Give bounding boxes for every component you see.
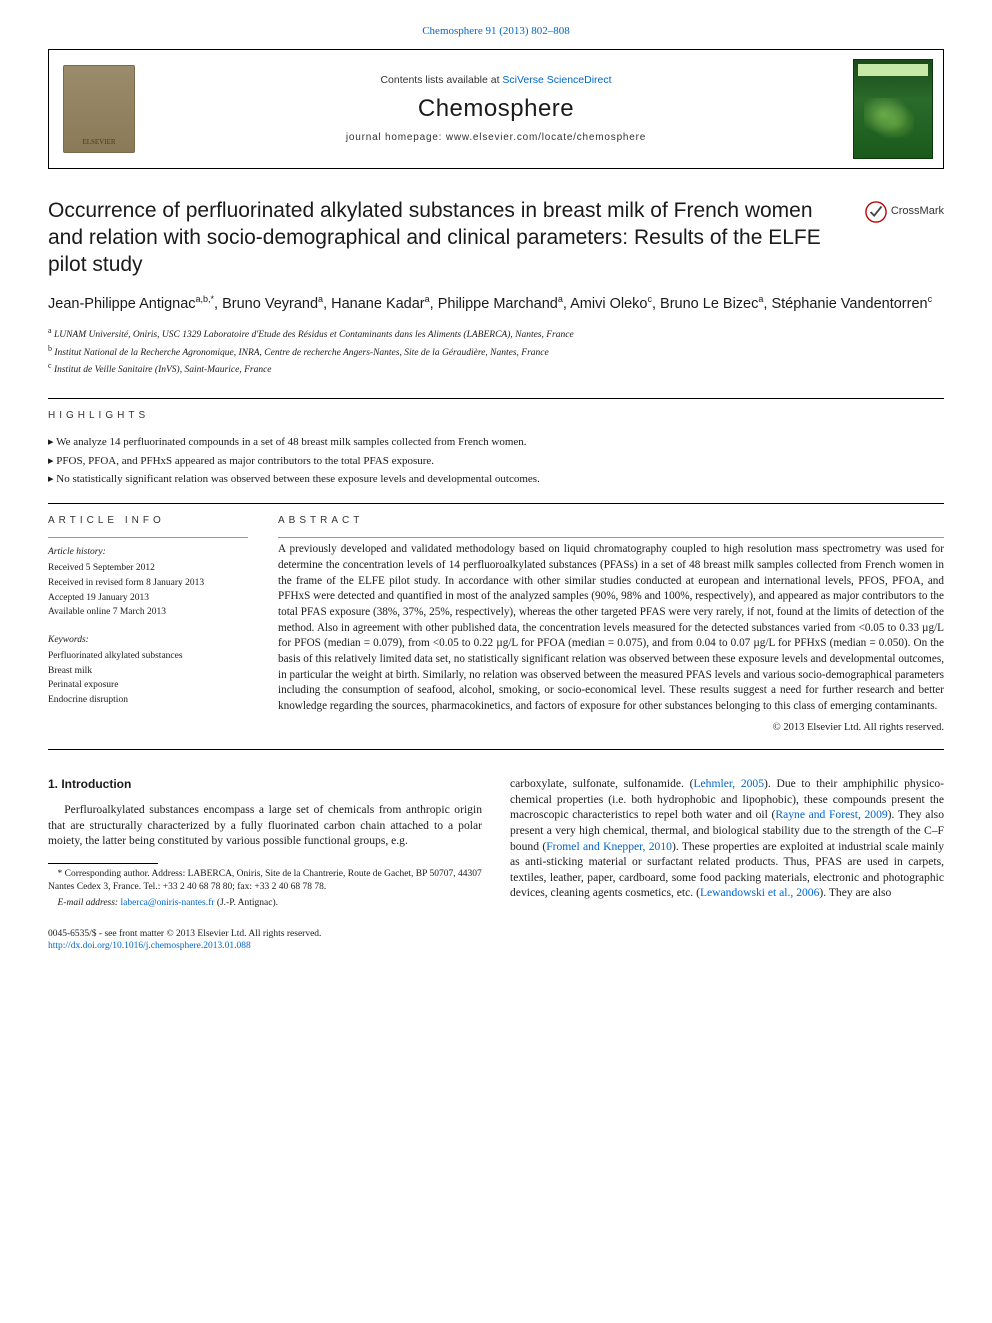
author: Philippe Marchanda	[438, 296, 563, 312]
history-item: Received 5 September 2012	[48, 561, 248, 576]
author: Stéphanie Vandentorrenc	[771, 296, 932, 312]
rule	[48, 537, 248, 538]
homepage-prefix: journal homepage:	[346, 132, 446, 143]
article-info: article info Article history: Received 5…	[48, 510, 248, 735]
keyword-item: Breast milk	[48, 664, 248, 679]
journal-homepage: journal homepage: www.elsevier.com/locat…	[149, 131, 843, 145]
masthead-center: Contents lists available at SciVerse Sci…	[149, 50, 843, 168]
email-link[interactable]: laberca@oniris-nantes.fr	[120, 898, 214, 908]
keyword-item: Endocrine disruption	[48, 693, 248, 708]
intro-paragraph-1: Perfluroalkylated substances encompass a…	[48, 802, 482, 849]
article-title: Occurrence of perfluorinated alkylated s…	[48, 197, 847, 279]
footer: 0045-6535/$ - see front matter © 2013 El…	[48, 928, 944, 954]
history-item: Available online 7 March 2013	[48, 605, 248, 620]
highlights-label: highlights	[48, 409, 944, 423]
journal-cover-thumbnail[interactable]	[853, 59, 933, 159]
journal-reference: Chemosphere 91 (2013) 802–808	[48, 24, 944, 39]
keyword-item: Perinatal exposure	[48, 678, 248, 693]
footnote-separator	[48, 863, 158, 864]
publisher-logo-cell: ELSEVIER	[49, 50, 149, 168]
crossmark-label: CrossMark	[891, 204, 944, 219]
issn-line: 0045-6535/$ - see front matter © 2013 El…	[48, 928, 944, 941]
elsevier-logo[interactable]: ELSEVIER	[63, 65, 135, 153]
rule	[48, 503, 944, 504]
history-label: Article history:	[48, 546, 248, 559]
author: Hanane Kadara	[331, 296, 430, 312]
t: carboxylate, sulfonate, sulfonamide. (	[510, 777, 693, 790]
author: Amivi Olekoc	[570, 296, 652, 312]
corresponding-author-note: * Corresponding author. Address: LABERCA…	[48, 868, 482, 894]
cover-thumb-cell	[843, 50, 943, 168]
history-item: Received in revised form 8 January 2013	[48, 576, 248, 591]
sciencedirect-link[interactable]: SciVerse ScienceDirect	[502, 74, 611, 86]
doi-link[interactable]: http://dx.doi.org/10.1016/j.chemosphere.…	[48, 941, 251, 951]
email-label: E-mail address:	[58, 898, 121, 908]
t: ). They are also	[819, 886, 891, 899]
masthead: ELSEVIER Contents lists available at Sci…	[48, 49, 944, 169]
crossmark-icon	[865, 201, 887, 223]
keyword-item: Perfluorinated alkylated substances	[48, 649, 248, 664]
intro-paragraph-2: carboxylate, sulfonate, sulfonamide. (Le…	[510, 776, 944, 901]
rule	[278, 537, 944, 538]
citation-link[interactable]: Lehmler, 2005	[693, 777, 764, 790]
abstract-text: A previously developed and validated met…	[278, 542, 944, 714]
highlights-list: We analyze 14 perfluorinated compounds i…	[48, 433, 944, 489]
highlight-item: No statistically significant relation wa…	[48, 470, 944, 489]
highlight-item: PFOS, PFOA, and PFHxS appeared as major …	[48, 452, 944, 471]
body-text: 1. Introduction Perfluroalkylated substa…	[48, 776, 944, 910]
journal-ref-link[interactable]: Chemosphere 91 (2013) 802–808	[422, 25, 570, 37]
affiliation: a LUNAM Université, Oniris, USC 1329 Lab…	[48, 325, 944, 343]
author: Jean-Philippe Antignaca,b,*	[48, 296, 214, 312]
authors: Jean-Philippe Antignaca,b,*, Bruno Veyra…	[48, 293, 944, 315]
contents-line: Contents lists available at SciVerse Sci…	[149, 73, 843, 87]
journal-title: Chemosphere	[149, 93, 843, 125]
affiliation: b Institut National de la Recherche Agro…	[48, 343, 944, 361]
abstract: abstract A previously developed and vali…	[278, 510, 944, 735]
affiliation: c Institut de Veille Sanitaire (InVS), S…	[48, 360, 944, 378]
highlight-item: We analyze 14 perfluorinated compounds i…	[48, 433, 944, 452]
homepage-url[interactable]: www.elsevier.com/locate/chemosphere	[446, 132, 646, 143]
citation-link[interactable]: Fromel and Knepper, 2010	[546, 840, 672, 853]
author: Bruno Le Bizeca	[660, 296, 763, 312]
rule	[48, 398, 944, 399]
citation-link[interactable]: Rayne and Forest, 2009	[775, 808, 887, 821]
contents-prefix: Contents lists available at	[380, 74, 502, 86]
crossmark-badge[interactable]: CrossMark	[865, 201, 944, 223]
corresponding-email: E-mail address: laberca@oniris-nantes.fr…	[48, 897, 482, 910]
introduction-heading: 1. Introduction	[48, 776, 482, 792]
author: Bruno Veyranda	[222, 296, 323, 312]
abstract-copyright: © 2013 Elsevier Ltd. All rights reserved…	[278, 721, 944, 735]
history-item: Accepted 19 January 2013	[48, 591, 248, 606]
article-info-label: article info	[48, 514, 248, 528]
abstract-label: abstract	[278, 514, 944, 528]
email-suffix: (J.-P. Antignac).	[214, 898, 278, 908]
rule	[48, 749, 944, 750]
keywords-label: Keywords:	[48, 634, 248, 647]
affiliations: a LUNAM Université, Oniris, USC 1329 Lab…	[48, 325, 944, 379]
citation-link[interactable]: Lewandowski et al., 2006	[700, 886, 819, 899]
